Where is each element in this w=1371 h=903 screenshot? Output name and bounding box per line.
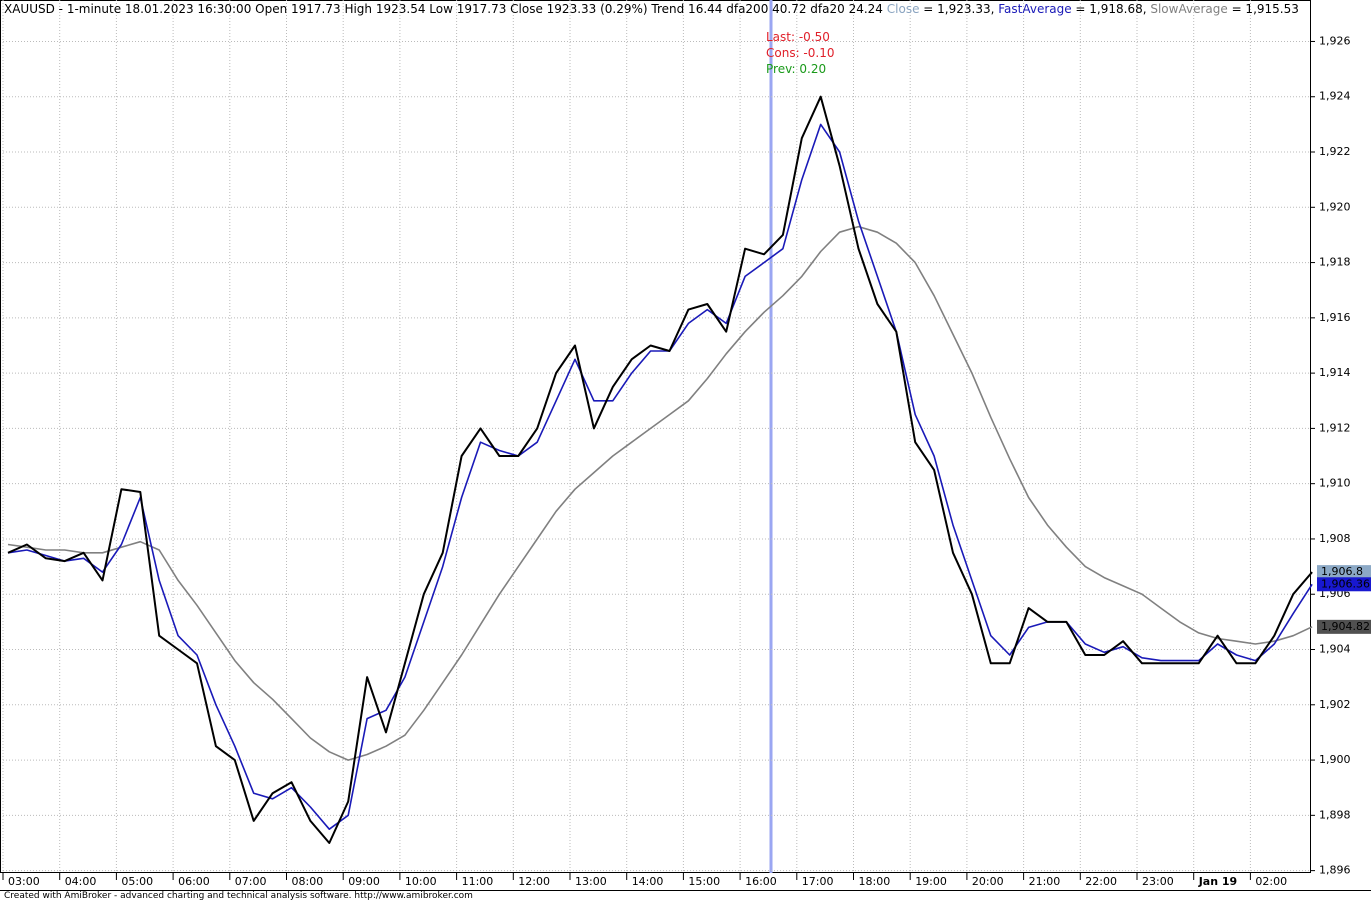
series-line xyxy=(7,225,1313,761)
price-label-box xyxy=(1317,619,1371,634)
x-tick-label: 11:00 xyxy=(462,875,494,888)
price-label: 1,906.36 xyxy=(1321,577,1370,590)
x-tick-label: 15:00 xyxy=(688,875,720,888)
x-tick-label: 04:00 xyxy=(65,875,97,888)
y-tick-label: 1,922 xyxy=(1319,145,1351,158)
x-tick-label: 08:00 xyxy=(292,875,324,888)
x-tick-label: 03:00 xyxy=(8,875,40,888)
y-tick-label: 1,910 xyxy=(1319,477,1351,490)
series-line xyxy=(7,123,1313,830)
y-tick-label: 1,916 xyxy=(1319,311,1351,324)
series-line xyxy=(7,95,1313,844)
x-tick-label: 18:00 xyxy=(859,875,891,888)
legend-name: FastAverage xyxy=(998,2,1072,16)
x-tick-label: 21:00 xyxy=(1029,875,1061,888)
annotation: Last: -0.50 xyxy=(766,30,830,44)
x-tick-label: Jan 19 xyxy=(1198,875,1237,888)
price-label-box xyxy=(1317,565,1371,580)
legend-value: = 1,923.33, xyxy=(919,2,999,16)
legend-value: = 1,915.53 xyxy=(1227,2,1299,16)
x-tick-label: 17:00 xyxy=(802,875,834,888)
x-tick-label: 23:00 xyxy=(1142,875,1174,888)
price-label-box xyxy=(1317,577,1371,592)
x-tick-label: 12:00 xyxy=(518,875,550,888)
x-tick-label: 02:00 xyxy=(1255,875,1287,888)
x-tick-label: 13:00 xyxy=(575,875,607,888)
y-tick-label: 1,920 xyxy=(1319,200,1351,213)
y-tick-label: 1,902 xyxy=(1319,698,1351,711)
plot-frame xyxy=(0,0,1311,873)
x-tick-label: 07:00 xyxy=(235,875,267,888)
x-tick-label: 19:00 xyxy=(915,875,947,888)
x-tick-label: 09:00 xyxy=(348,875,380,888)
y-tick-label: 1,908 xyxy=(1319,532,1351,545)
y-tick-label: 1,924 xyxy=(1319,90,1351,103)
y-tick-label: 1,896 xyxy=(1319,864,1351,877)
x-tick-label: 20:00 xyxy=(972,875,1004,888)
x-tick-label: 16:00 xyxy=(745,875,777,888)
y-tick-label: 1,904 xyxy=(1319,643,1351,656)
footer: Created with AmiBroker - advanced charti… xyxy=(4,891,473,901)
y-tick-label: 1,912 xyxy=(1319,421,1351,434)
price-label: 1,906.8 xyxy=(1321,565,1363,578)
y-tick-label: 1,914 xyxy=(1319,366,1351,379)
y-tick-label: 1,918 xyxy=(1319,256,1351,269)
header-info: XAUUSD - 1-minute 18.01.2023 16:30:00 Op… xyxy=(4,2,887,16)
x-tick-label: 14:00 xyxy=(632,875,664,888)
legend-name: Close xyxy=(886,2,920,16)
y-tick-label: 1,898 xyxy=(1319,808,1351,821)
annotation: Prev: 0.20 xyxy=(766,62,827,76)
price-label: 1,904.82 xyxy=(1321,620,1370,633)
x-tick-label: 22:00 xyxy=(1085,875,1117,888)
legend-value: = 1,918.68, xyxy=(1071,2,1151,16)
y-tick-label: 1,926 xyxy=(1319,34,1351,47)
y-tick-label: 1,900 xyxy=(1319,753,1351,766)
x-tick-label: 06:00 xyxy=(178,875,210,888)
header: XAUUSD - 1-minute 18.01.2023 16:30:00 Op… xyxy=(4,2,1299,16)
x-tick-label: 05:00 xyxy=(121,875,153,888)
legend-name: SlowAverage xyxy=(1150,2,1228,16)
annotation: Cons: -0.10 xyxy=(766,46,835,60)
x-tick-label: 10:00 xyxy=(405,875,437,888)
